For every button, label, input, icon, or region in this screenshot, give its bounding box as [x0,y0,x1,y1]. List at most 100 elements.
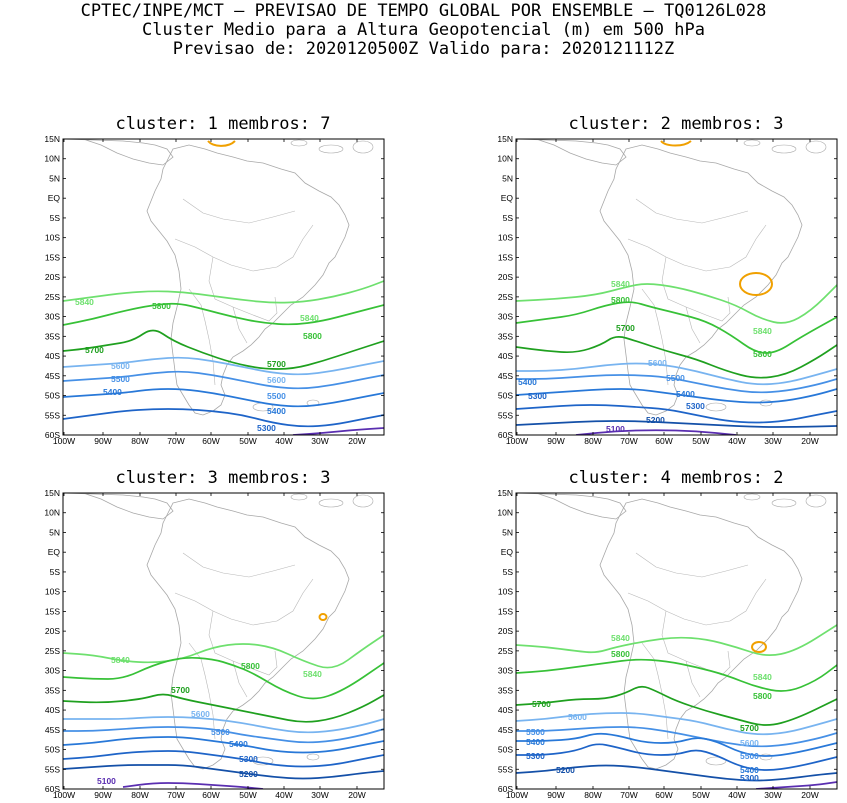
lon-label: 30W [311,436,328,446]
lat-label: 35S [45,685,60,695]
lat-label: 30S [45,666,60,676]
country-border [729,578,767,622]
contour-label: 5500 [526,727,545,737]
contour-label: 5840 [303,669,322,679]
contour-5300 [516,743,837,771]
lon-label: 30W [311,790,328,800]
lat-label: 50S [45,745,60,755]
island [705,402,727,412]
contour-label: 5500 [211,727,230,737]
contour-label: 5840 [611,633,630,643]
contour-label: 5840 [753,326,772,336]
country-border [627,238,731,272]
lat-label: 10N [497,154,513,164]
contour-label: 5700 [616,323,635,333]
coastline-central-america [63,493,174,520]
lat-label: EQ [501,547,514,557]
lon-label: 20W [348,436,365,446]
contour-label: 5800 [611,295,630,305]
island [805,494,827,508]
coastline-south-america [146,144,350,416]
country-border [232,306,248,344]
map-panel-2: 5840 5840 5800 5800 5700 5600 5500 5400 5400 5300… [497,134,838,446]
panel-4-title: cluster: 4 membros: 2 [568,468,784,488]
island [306,753,320,761]
contour-label: 5800 [152,301,171,311]
island [318,498,344,508]
lat-label: 25S [498,292,513,302]
contour-5100 [292,427,384,435]
contour-label: 5100 [97,776,116,786]
contour-5700 [516,336,837,379]
contour-label: 5100 [606,424,625,434]
contour-label: 5400 [229,739,248,749]
lat-label: 10S [498,587,513,597]
lon-label: 20W [801,436,818,446]
lat-label: 45S [498,371,513,381]
island [352,494,374,508]
contour-label: 5600 [111,361,130,371]
contour-5700 [63,329,384,370]
map-content: 5840 5840 5800 5800 5700 5700 5600 5600 5500 5500… [516,493,837,789]
contour-5500 [63,370,384,390]
lat-label: 15N [497,134,513,144]
contour-5800 [516,658,837,692]
lon-label: 60W [655,790,672,800]
lat-label: 35S [45,331,60,341]
lon-label: 90W [94,790,111,800]
header-line-3: Previsao de: 2020120500Z Valido para: 20… [172,39,675,59]
lat-label: 15N [497,488,513,498]
lat-label: 60S [498,430,513,440]
lat-label: 30S [498,666,513,676]
lat-label: 30S [45,312,60,322]
lon-label: 60W [655,436,672,446]
contour-label: 5600 [568,712,587,722]
lat-label: 5S [503,567,514,577]
lat-label: 25S [498,646,513,656]
contour-label: 5300 [686,401,705,411]
country-border [705,296,731,322]
contour-label: 5600 [191,709,210,719]
lon-label: 50W [692,790,709,800]
island [759,753,773,761]
lat-label: 20S [45,626,60,636]
contour-label: 5800 [753,349,772,359]
lat-label: 5N [502,527,513,537]
map-frame [515,138,838,436]
island [352,140,374,154]
panel-1-title: cluster: 1 membros: 7 [115,114,331,134]
island [743,493,761,501]
country-border [661,256,707,316]
lon-label: 40W [728,436,745,446]
island [805,140,827,154]
coastline-central-america [516,139,627,166]
lat-label: 55S [45,410,60,420]
contour-label: 5840 [611,279,630,289]
lat-label: 55S [498,764,513,774]
lon-label: 30W [764,436,781,446]
lat-label: 60S [498,784,513,794]
panel-3-title: cluster: 3 membros: 3 [115,468,331,488]
contour-5400 [516,732,837,757]
contour-label: 5800 [753,691,772,701]
contour-label: 5300 [257,423,276,433]
contour-label: 5300 [239,754,258,764]
lon-label: 80W [131,436,148,446]
lon-label: 40W [275,790,292,800]
lat-label: 55S [498,410,513,420]
coastline-central-america [63,139,174,166]
lat-label: 15N [44,134,60,144]
contour-label: 5700 [267,359,286,369]
lon-label: 100W [506,790,528,800]
contour-5800 [63,656,384,700]
contour-label: 5400 [526,737,545,747]
contour-5200 [516,420,837,428]
contour-5500 [63,726,384,744]
contour-5600 [516,712,837,736]
lat-label: 5S [50,567,61,577]
lat-label: 45S [45,371,60,381]
contour-5500 [516,374,837,394]
map-content: 5840 5840 5800 5800 5700 5700 5600 5600 5500 5500… [63,139,384,435]
panel-2-title: cluster: 2 membros: 3 [568,114,784,134]
